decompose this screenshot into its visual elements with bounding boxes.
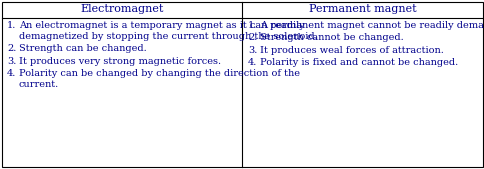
- Text: Strength can be changed.: Strength can be changed.: [19, 44, 147, 53]
- Text: 1.: 1.: [247, 21, 257, 30]
- Text: 2.: 2.: [7, 44, 16, 53]
- Text: 4.: 4.: [247, 58, 257, 67]
- Text: 3.: 3.: [247, 46, 257, 55]
- Text: Electromagnet: Electromagnet: [81, 4, 164, 14]
- Text: 4.: 4.: [7, 69, 16, 78]
- Text: A permanent magnet cannot be readily demagnetized.: A permanent magnet cannot be readily dem…: [259, 21, 484, 30]
- Text: 3.: 3.: [7, 57, 16, 66]
- Text: Strength cannot be changed.: Strength cannot be changed.: [259, 33, 403, 42]
- Text: Polarity can be changed by changing the direction of the: Polarity can be changed by changing the …: [19, 69, 300, 78]
- Text: demagnetized by stopping the current through the solenoid.: demagnetized by stopping the current thr…: [19, 32, 317, 41]
- Text: 2.: 2.: [247, 33, 257, 42]
- Text: 1.: 1.: [7, 21, 16, 30]
- Text: It produces very strong magnetic forces.: It produces very strong magnetic forces.: [19, 57, 221, 66]
- Text: An electromagnet is a temporary magnet as it can readily: An electromagnet is a temporary magnet a…: [19, 21, 304, 30]
- Text: Polarity is fixed and cannot be changed.: Polarity is fixed and cannot be changed.: [259, 58, 457, 67]
- Text: It produces weal forces of attraction.: It produces weal forces of attraction.: [259, 46, 443, 55]
- Text: Permanent magnet: Permanent magnet: [308, 4, 416, 14]
- Text: current.: current.: [19, 80, 59, 89]
